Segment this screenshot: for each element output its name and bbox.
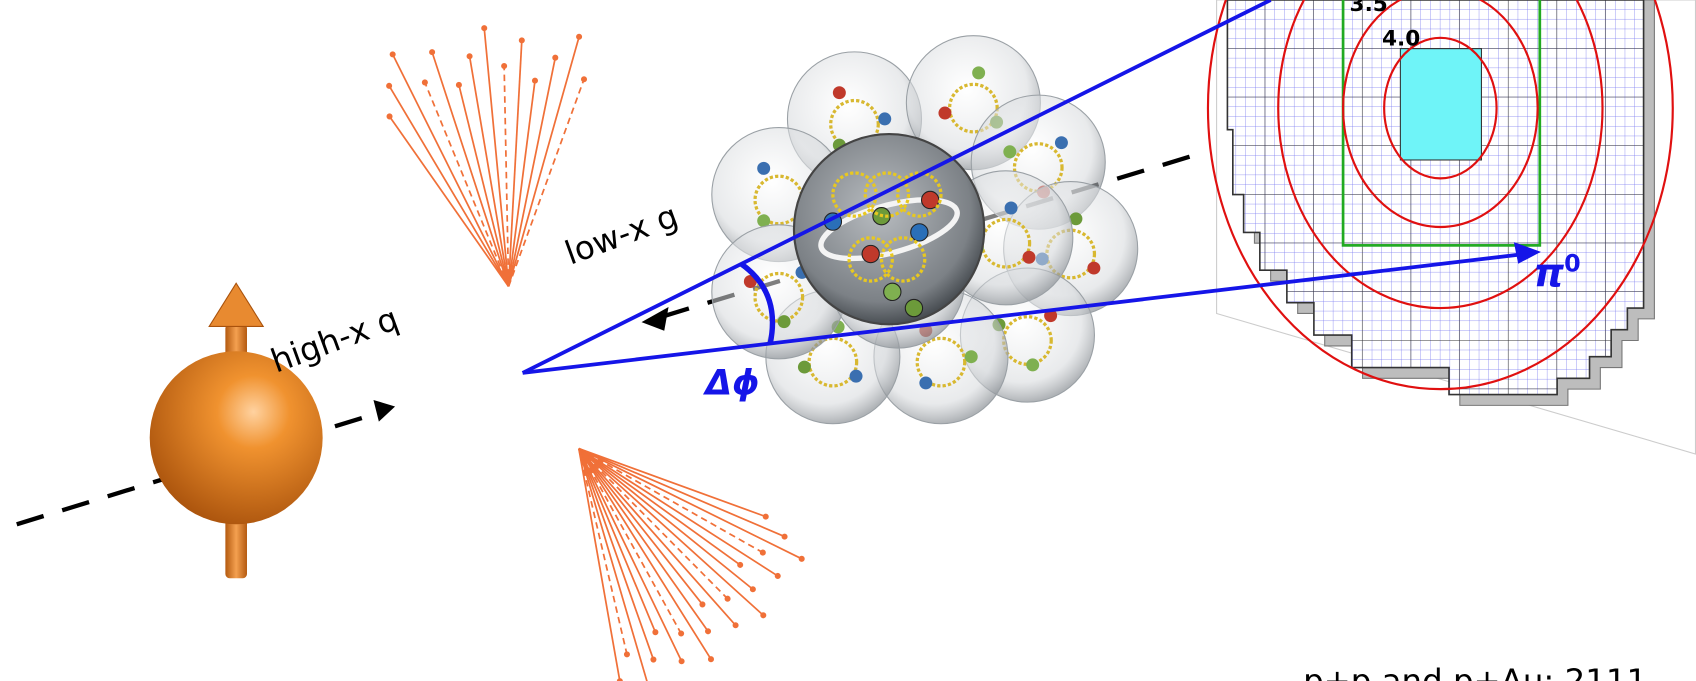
fragment-tip (423, 80, 427, 84)
arrowhead (373, 400, 395, 422)
fragment (389, 86, 508, 287)
fragment-tip (387, 84, 391, 88)
fragment-tip (625, 652, 629, 656)
gluon-label: low-x g (560, 197, 683, 273)
footer-text: p+p and p+Au: 2111 (1303, 662, 1647, 681)
polarized-proton (150, 283, 323, 578)
detector: 4.0 3.5 (1208, 0, 1696, 454)
quark (1005, 202, 1018, 215)
jet-fragments (387, 26, 804, 681)
fragment (393, 54, 509, 286)
fragment-tip (391, 52, 395, 56)
fragment-tip (577, 35, 581, 39)
fragment-tip (651, 657, 655, 661)
fragment-tip (800, 557, 804, 561)
quark (884, 283, 901, 300)
fragment-tip (430, 50, 434, 54)
diagram: 4.0 3.5 high-x q low-x g Δϕ π0 p+p and p… (0, 0, 1696, 681)
fragment (579, 449, 763, 553)
quark (972, 66, 985, 79)
fragment-tip (679, 631, 683, 635)
quark (878, 112, 891, 125)
fragment-tip (782, 534, 786, 538)
fragment-tip (733, 623, 737, 627)
quark (850, 370, 863, 383)
contour-label: 3.5 (1350, 0, 1388, 17)
fragment-tip (764, 514, 768, 518)
fragment (470, 56, 509, 286)
fragment-tip (533, 78, 537, 82)
fragment (579, 449, 736, 626)
quark (938, 107, 951, 120)
quark (778, 315, 791, 328)
fragment-tip (520, 38, 524, 42)
nucleus (712, 36, 1138, 424)
fragment-tip (679, 659, 683, 663)
quark (905, 299, 922, 316)
quark (1003, 145, 1016, 158)
fragment-tip (582, 77, 586, 81)
quark (757, 162, 770, 175)
fragment-tip (553, 56, 557, 60)
fragment (509, 81, 535, 287)
quark (911, 224, 928, 241)
fragment-tip (502, 64, 506, 68)
quark (862, 245, 879, 262)
contour-label: 4.0 (1382, 26, 1420, 51)
quark (919, 376, 932, 389)
quark (833, 86, 846, 99)
quark (798, 361, 811, 374)
fragment-tip (387, 114, 391, 118)
fragment-tip (467, 54, 471, 58)
quark (1055, 136, 1068, 149)
fragment-tip (709, 657, 713, 661)
quark (1087, 262, 1100, 275)
pion-symbol: π (1533, 251, 1564, 296)
fragment (579, 449, 681, 634)
fragment-tip (738, 563, 742, 567)
fragment-tip (700, 602, 704, 606)
fragment-tip (761, 550, 765, 554)
quark-label: high-x q (266, 299, 403, 380)
fragment-tip (482, 26, 486, 30)
fragment-tip (725, 597, 729, 601)
fragment-tip (776, 574, 780, 578)
quark (1023, 251, 1036, 264)
fragment-tip (706, 629, 710, 633)
fragment (579, 449, 711, 660)
fragment-tip (761, 613, 765, 617)
quark (965, 350, 978, 363)
delta-phi-label: Δϕ (702, 364, 759, 404)
fragment-tip (457, 83, 461, 87)
fragment-tip (751, 587, 755, 591)
fragment (579, 449, 763, 616)
quark (1026, 358, 1039, 371)
fragment-tip (653, 630, 657, 634)
pion-charge: 0 (1564, 249, 1581, 277)
fragment (579, 449, 753, 590)
